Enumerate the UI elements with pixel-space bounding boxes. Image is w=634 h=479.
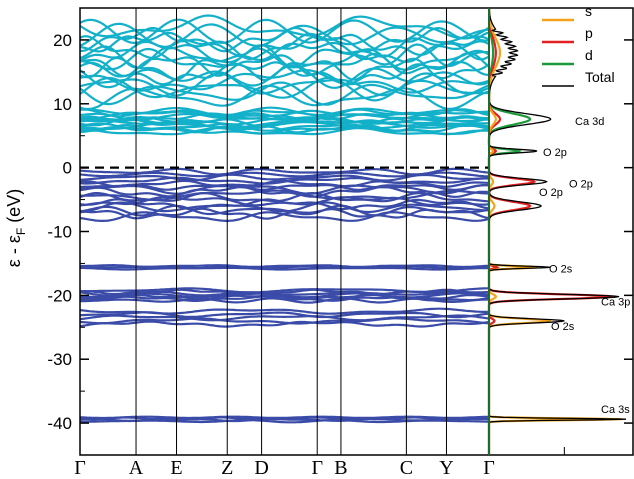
- kpoint-label: B: [334, 457, 347, 479]
- band-line: [79, 317, 490, 325]
- band-line: [79, 307, 489, 315]
- band-lines: [79, 14, 490, 424]
- band-line: [79, 69, 490, 94]
- band-line: [79, 292, 490, 299]
- band-line: [79, 43, 489, 69]
- dos-peak-label: O 2p: [539, 187, 563, 199]
- y-tick-label: 0: [63, 159, 72, 178]
- band-line: [79, 320, 490, 328]
- band-line: [79, 72, 490, 97]
- band-line: [79, 81, 490, 106]
- band-line: [79, 185, 490, 198]
- kpoint-label: D: [254, 457, 268, 479]
- y-axis-label: ε - εF (eV): [4, 189, 28, 267]
- dos-peak-label: Ca 3p: [601, 297, 630, 309]
- band-line: [79, 189, 490, 201]
- band-line: [79, 287, 489, 294]
- legend-label: p: [585, 25, 593, 41]
- dos-peak-label: O 2p: [543, 147, 567, 159]
- kpoint-label: Z: [221, 457, 233, 479]
- kpoint-label: C: [400, 457, 413, 479]
- y-tick-label: -10: [47, 223, 72, 242]
- kpoint-label: Γ: [74, 457, 86, 479]
- kpoint-label: A: [129, 457, 144, 479]
- y-axis-label-main: ε - ε: [4, 235, 24, 267]
- band-line: [79, 415, 490, 420]
- band-line: [79, 314, 490, 322]
- kpoint-label: Γ: [311, 457, 323, 479]
- band-line: [80, 295, 490, 302]
- dos-legend: spd Total: [542, 3, 615, 87]
- band-line: [79, 207, 490, 220]
- legend-label: Total: [585, 69, 615, 85]
- band-line: [79, 183, 490, 191]
- band-line: [79, 201, 490, 214]
- y-axis-label-text: ε - εF (eV): [4, 189, 28, 267]
- band-line: [79, 184, 489, 195]
- y-tick-label: -40: [47, 414, 72, 433]
- y-tick-label: -30: [47, 350, 72, 369]
- legend-label: d: [585, 47, 593, 63]
- band-line: [79, 124, 490, 134]
- dos-peak-label: Ca 3s: [601, 404, 630, 416]
- dos-peak-label: O 2s: [549, 263, 573, 275]
- band-line: [79, 176, 489, 185]
- band-line: [79, 14, 490, 40]
- legend-label: s: [585, 3, 592, 19]
- y-axis-label-unit: (eV): [4, 189, 24, 228]
- y-axis-label-sub: F: [14, 228, 28, 235]
- kpoint-label: Y: [439, 457, 453, 479]
- dos-peak-label: O 2s: [551, 321, 575, 333]
- band-line: [79, 122, 490, 133]
- kpoint-label: E: [170, 457, 182, 479]
- y-tick-label: 10: [53, 95, 72, 114]
- band-line: [80, 263, 490, 269]
- y-tick-label: -20: [47, 286, 72, 305]
- kpoint-label: Γ: [483, 457, 495, 479]
- dos-d-curve: [487, 8, 532, 455]
- band-line: [79, 167, 490, 176]
- dos-peak-label: O 2p: [569, 179, 593, 191]
- band-line: [79, 114, 490, 125]
- band-line: [79, 56, 490, 82]
- y-tick-label: 20: [53, 31, 72, 50]
- band-line: [79, 22, 490, 48]
- band-line: [79, 76, 489, 102]
- band-line: [79, 106, 490, 117]
- band-line: [80, 266, 489, 271]
- band-line: [79, 18, 490, 45]
- dos-peak-label: Ca 3d: [575, 116, 604, 128]
- band-line: [79, 84, 490, 111]
- band-line: [79, 112, 490, 123]
- band-line: [79, 126, 490, 136]
